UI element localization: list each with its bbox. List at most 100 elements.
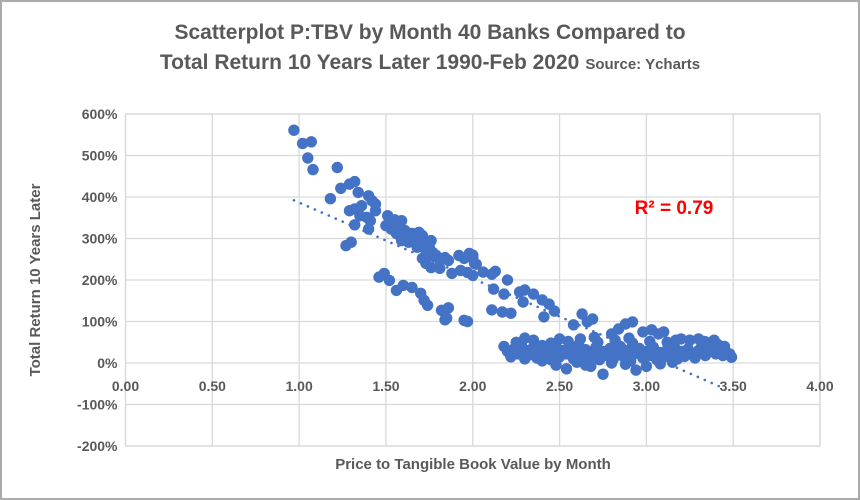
x-tick-label: 0.00 bbox=[112, 378, 139, 394]
scatter-point bbox=[486, 304, 498, 316]
scatter-point bbox=[661, 336, 673, 348]
scatter-point bbox=[666, 356, 679, 368]
scatter-point bbox=[349, 175, 361, 188]
scatter-point bbox=[588, 331, 600, 343]
scatter-point bbox=[586, 313, 599, 325]
scatter-point bbox=[567, 319, 580, 331]
y-tick-label: 500% bbox=[82, 148, 118, 164]
scatter-point bbox=[296, 137, 309, 150]
x-tick-label: 3.00 bbox=[633, 378, 660, 394]
scatter-point bbox=[574, 333, 587, 345]
tick-labels-layer: 0.00 0.50 1.00 1.50 2.00 2.50 3.00 3.50 4.00 600%… bbox=[77, 106, 834, 454]
scatter-point bbox=[487, 283, 500, 295]
scatter-point bbox=[302, 152, 314, 164]
plot-area-border bbox=[124, 113, 821, 447]
x-tick-label: 1.50 bbox=[372, 378, 399, 394]
scatter-points-layer bbox=[288, 124, 738, 380]
scatter-point bbox=[553, 333, 566, 345]
scatter-point bbox=[470, 258, 482, 270]
scatter-point bbox=[658, 326, 670, 338]
x-tick-label: 2.50 bbox=[546, 378, 573, 394]
scatter-point bbox=[355, 200, 368, 212]
scatter-point bbox=[467, 269, 479, 282]
scatter-point bbox=[383, 274, 396, 287]
scatter-point bbox=[425, 234, 437, 247]
scatter-point bbox=[340, 239, 352, 252]
scatter-point bbox=[684, 334, 696, 346]
y-tick-label: 400% bbox=[82, 189, 118, 205]
scatter-point bbox=[510, 336, 522, 348]
scatter-point bbox=[505, 307, 517, 319]
y-tick-label: 200% bbox=[82, 272, 118, 288]
scatter-point bbox=[446, 267, 458, 280]
y-axis-title: Total Return 10 Years Later bbox=[27, 183, 44, 376]
x-tick-label: 4.00 bbox=[806, 378, 833, 394]
scatter-point bbox=[349, 219, 361, 231]
scatter-point bbox=[352, 186, 364, 199]
chart-title-line2: Total Return 10 Years Later 1990-Feb 202… bbox=[2, 48, 858, 78]
scatter-point bbox=[421, 299, 434, 311]
scatter-point bbox=[675, 333, 687, 345]
scatter-point bbox=[562, 335, 574, 348]
scatter-point bbox=[425, 261, 437, 274]
scatter-point bbox=[467, 249, 479, 261]
scatter-point bbox=[442, 254, 455, 267]
y-tick-label: 300% bbox=[82, 231, 118, 247]
scatter-point bbox=[536, 355, 548, 367]
x-axis-title: Price to Tangible Book Value by Month bbox=[335, 456, 611, 473]
y-tick-label: -200% bbox=[77, 438, 118, 454]
scatter-point bbox=[550, 359, 562, 371]
scatter-point bbox=[362, 223, 375, 235]
scatter-point bbox=[527, 288, 540, 300]
scatter-point bbox=[501, 274, 514, 286]
scatter-point bbox=[545, 337, 557, 349]
x-tick-label: 0.50 bbox=[199, 378, 226, 394]
scatter-point bbox=[397, 279, 409, 292]
scatter-point bbox=[461, 315, 474, 328]
scatter-point bbox=[517, 296, 529, 308]
scatter-point bbox=[654, 358, 666, 370]
scatter-point bbox=[498, 288, 510, 300]
scatter-point bbox=[560, 363, 573, 375]
scatter-point bbox=[373, 271, 385, 283]
chart-title-line2-text: Total Return 10 Years Later 1990-Feb 202… bbox=[159, 51, 580, 75]
source-note: Source: Ycharts bbox=[585, 56, 701, 74]
x-tick-label: 1.00 bbox=[286, 378, 313, 394]
x-tick-label: 3.50 bbox=[720, 378, 747, 394]
scatter-point bbox=[477, 266, 489, 278]
scatter-point bbox=[548, 305, 561, 317]
chart-title-line1: Scatterplot P:TBV by Month 40 Banks Comp… bbox=[174, 21, 686, 44]
scatter-point bbox=[637, 326, 649, 338]
scatter-point bbox=[395, 215, 408, 227]
scatter-point bbox=[496, 306, 508, 318]
scatter-point bbox=[442, 302, 455, 314]
scatter-point bbox=[411, 241, 423, 253]
scatter-point bbox=[640, 360, 653, 372]
scatter-point bbox=[439, 314, 451, 326]
scatter-point bbox=[288, 124, 300, 136]
scatter-point bbox=[619, 358, 632, 370]
y-tick-label: 600% bbox=[82, 106, 118, 122]
scatter-point bbox=[406, 281, 418, 294]
scatter-point bbox=[609, 334, 621, 346]
scatter-point bbox=[630, 364, 642, 376]
scatter-point bbox=[626, 316, 639, 328]
y-tick-label: 0% bbox=[97, 355, 118, 371]
scatter-point bbox=[369, 205, 382, 217]
scatter-point bbox=[489, 265, 501, 277]
scatter-point bbox=[324, 193, 337, 205]
chart-title: Scatterplot P:TBV by Month 40 Banks Comp… bbox=[2, 18, 858, 79]
scatter-point bbox=[585, 360, 597, 372]
scatter-point bbox=[335, 182, 347, 194]
x-tick-label: 2.00 bbox=[459, 378, 486, 394]
y-tick-label: 100% bbox=[82, 314, 118, 330]
scatter-point bbox=[307, 163, 319, 176]
scatter-point bbox=[519, 332, 531, 344]
scatter-point bbox=[434, 262, 446, 275]
scatter-point bbox=[538, 311, 550, 323]
scatter-point bbox=[644, 335, 656, 348]
scatter-point bbox=[305, 136, 317, 148]
scatter-point bbox=[597, 368, 609, 380]
scatter-point bbox=[519, 284, 531, 296]
